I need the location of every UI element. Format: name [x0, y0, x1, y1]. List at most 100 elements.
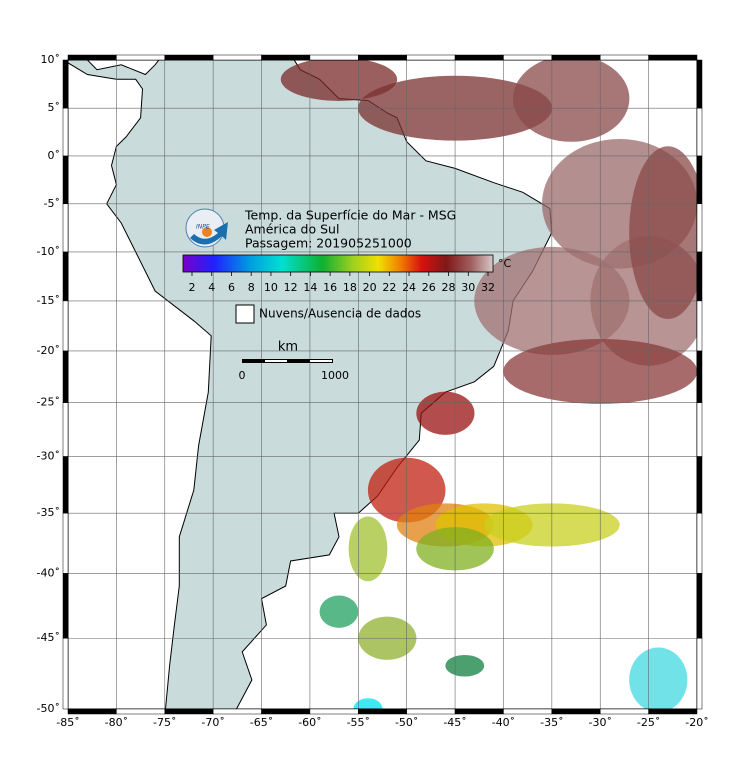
border-segment: [503, 708, 553, 715]
lat-label: -40˚: [37, 566, 60, 579]
border-segment: [648, 708, 698, 715]
border-segment: [261, 708, 311, 715]
lon-label: -55˚: [347, 716, 370, 729]
sst-patch: [513, 60, 630, 142]
colorbar-tick-label: 2: [189, 281, 196, 294]
border-segment: [62, 251, 69, 302]
lat-label: 0˚: [48, 149, 61, 162]
title-line: Temp. da Superfície do Mar - MSG: [244, 208, 456, 223]
scale-bar: [242, 359, 333, 363]
border-segment: [62, 203, 69, 253]
border-segment: [358, 708, 407, 715]
scale-unit: km: [278, 340, 298, 355]
sst-patch: [353, 698, 383, 709]
scale-bar-segment: [265, 360, 287, 362]
border-segment: [67, 54, 117, 61]
lon-label: -35˚: [540, 716, 563, 729]
lat-label: -25˚: [37, 396, 60, 409]
border-segment: [696, 300, 703, 352]
lon-label: -25˚: [637, 716, 660, 729]
colorbar-tick-label: 26: [422, 281, 436, 294]
border-segment: [261, 54, 311, 61]
border-segment: [62, 107, 69, 157]
colorbar-tick-label: 24: [402, 281, 416, 294]
inpe-logo: INPE: [185, 208, 228, 248]
colorbar-tick-label: 18: [343, 281, 357, 294]
lon-label: -30˚: [588, 716, 611, 729]
lat-label: -30˚: [37, 450, 60, 463]
border-segment: [696, 350, 703, 403]
sst-patch: [629, 146, 697, 320]
map-area: [68, 60, 697, 709]
lon-label: -75˚: [153, 716, 176, 729]
border-segment: [551, 54, 601, 61]
lat-label: -50˚: [37, 702, 60, 715]
scale-bar-segment: [310, 360, 332, 362]
colorbar-tick-label: 8: [248, 281, 255, 294]
lat-label: 5˚: [48, 101, 61, 114]
colorbar: [182, 254, 494, 273]
lon-label: -50˚: [395, 716, 418, 729]
frame-border: [62, 54, 703, 715]
border-segment: [309, 708, 359, 715]
border-segment: [406, 54, 456, 61]
border-segment: [406, 708, 456, 715]
border-segment: [67, 708, 117, 715]
sst-patch: [445, 654, 485, 677]
border-segment: [696, 203, 703, 253]
border-segment: [164, 708, 214, 715]
lon-label: -80˚: [105, 716, 128, 729]
scale-label: 0: [239, 369, 246, 382]
border-segment: [503, 54, 553, 61]
border-segment: [696, 59, 703, 109]
lon-label: -40˚: [492, 716, 515, 729]
border-segment: [696, 402, 703, 457]
border-segment: [358, 54, 407, 61]
lon-label: -20˚: [685, 716, 708, 729]
border-segment: [62, 402, 69, 457]
colorbar-tick-label: 12: [284, 281, 298, 294]
border-segment: [62, 300, 69, 352]
lon-label: -65˚: [250, 716, 273, 729]
colorbar-tick-label: 20: [363, 281, 377, 294]
colorbar-ticks: 2 4 6 8 10 12 14 16 18 20 22 24 26 28 30 32: [189, 272, 495, 294]
sst-patch: [629, 647, 688, 709]
border-segment: [551, 708, 601, 715]
lat-label: -5˚: [44, 197, 60, 210]
border-segment: [696, 251, 703, 302]
axis-labels: 10˚ 5˚ 0˚ -5˚ -10˚ -15˚ -20˚ -25˚ -30˚ -35˚ -40˚ -4…: [37, 53, 709, 729]
title-line: América do Sul: [245, 222, 339, 237]
lon-label: -60˚: [298, 716, 321, 729]
border-segment: [62, 573, 69, 639]
lat-label: 10˚: [41, 53, 61, 66]
colorbar-unit: °C: [498, 257, 512, 270]
colorbar-tick-label: 6: [228, 281, 235, 294]
border-segment: [212, 708, 262, 715]
lat-label: -15˚: [37, 294, 60, 307]
svg-text:INPE: INPE: [196, 224, 210, 231]
border-segment: [696, 155, 703, 205]
title-line: Passagem: 201905251000: [245, 236, 412, 251]
border-segment: [62, 350, 69, 403]
colorbar-tick-label: 10: [264, 281, 278, 294]
border-segment: [696, 573, 703, 639]
border-segment: [696, 512, 703, 574]
colorbar-tick-label: 4: [208, 281, 215, 294]
colorbar-tick-label: 16: [323, 281, 337, 294]
sst-patch: [348, 516, 388, 582]
border-segment: [62, 155, 69, 205]
legend-swatch: [235, 304, 255, 324]
border-segment: [696, 637, 703, 710]
legend-label: Nuvens/Ausencia de dados: [259, 307, 421, 321]
border-segment: [454, 54, 504, 61]
border-segment: [62, 59, 69, 109]
border-segment: [116, 708, 166, 715]
border-segment: [454, 708, 504, 715]
colorbar-tick-label: 28: [442, 281, 456, 294]
border-segment: [62, 512, 69, 574]
border-segment: [696, 107, 703, 157]
sst-patch: [319, 595, 359, 628]
lat-label: -20˚: [37, 344, 60, 357]
border-segment: [648, 54, 698, 61]
